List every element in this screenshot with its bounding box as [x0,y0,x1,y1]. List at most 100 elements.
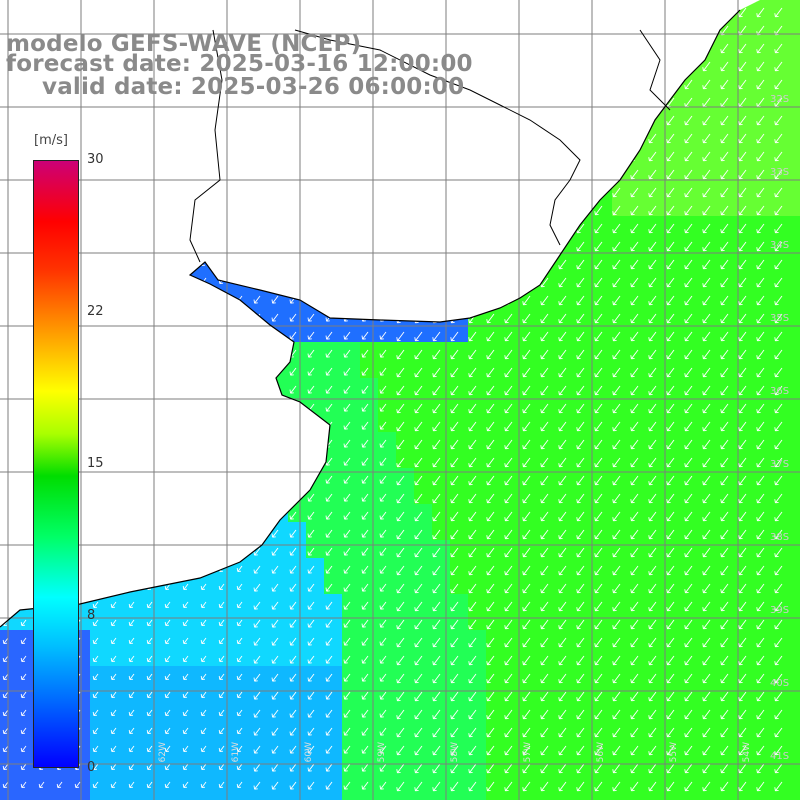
wind-cell [108,612,127,631]
wind-cell [630,612,649,631]
wind-cell [792,594,800,613]
wind-cell [432,666,451,685]
wind-cell [648,288,667,307]
wind-cell [630,540,649,559]
wind-arrow [594,259,603,270]
wind-cell [630,252,649,271]
wind-cell [720,738,739,757]
wind-cell [468,522,487,541]
wind-cell [0,738,19,757]
wind-cell [738,414,757,433]
wind-cell [756,702,775,721]
wind-cell [288,702,307,721]
wind-cell [774,144,793,163]
wind-cell [666,504,685,523]
wind-arrow [630,331,639,342]
wind-cell [774,576,793,595]
wind-cell [684,594,703,613]
wind-cell [594,738,613,757]
wind-arrow [612,277,621,288]
wind-cell [774,504,793,523]
wind-cell [540,306,559,325]
wind-cell [792,180,800,199]
wind-cell [720,270,739,289]
wind-arrow [576,313,585,324]
wind-cell [648,756,667,775]
wind-cell [756,306,775,325]
wind-cell [90,630,109,649]
wind-cell [378,558,397,577]
wind-cell [450,576,469,595]
lat-label: 33S [770,167,790,178]
wind-cell [396,630,415,649]
wind-arrow [594,331,603,342]
wind-cell [576,648,595,667]
wind-cell [648,594,667,613]
wind-arrow [684,313,693,324]
wind-arrow [756,511,765,522]
wind-arrow [630,421,639,432]
wind-arrow [289,547,297,556]
wind-cell [540,522,559,541]
wind-arrow [738,475,747,486]
wind-cell [486,396,505,415]
wind-arrow [612,331,621,342]
wind-arrow [486,421,495,432]
wind-cell [378,738,397,757]
wind-arrow [666,241,675,252]
wind-cell [756,54,775,73]
wind-arrow [648,169,657,180]
wind-cell [432,414,451,433]
wind-cell [504,720,523,739]
wind-cell [360,702,379,721]
wind-arrow [361,385,369,394]
wind-cell [630,666,649,685]
wind-cell [648,486,667,505]
wind-cell [216,594,235,613]
wind-cell [198,630,217,649]
wind-cell [108,648,127,667]
wind-cell [414,630,433,649]
wind-cell [342,576,361,595]
wind-cell [378,540,397,559]
wind-cell [342,540,361,559]
wind-cell [180,738,199,757]
wind-cell [378,414,397,433]
wind-cell [756,432,775,451]
wind-cell [234,576,253,595]
wind-arrow [432,457,441,468]
wind-cell [270,630,289,649]
wind-cell [324,774,343,793]
wind-arrow [361,367,369,376]
wind-arrow [774,493,783,504]
wind-arrow [576,457,585,468]
wind-cell [378,378,397,397]
wind-cell [270,612,289,631]
wind-cell [18,774,37,793]
wind-cell [684,90,703,109]
wind-cell [702,738,721,757]
wind-cell [342,450,361,469]
wind-cell [666,306,685,325]
wind-cell [486,792,505,800]
wind-arrow [648,367,657,378]
wind-arrow [666,367,675,378]
wind-arrow [612,547,621,558]
wind-arrow [738,313,747,324]
wind-cell [684,756,703,775]
wind-cell [414,468,433,487]
wind-cell [558,702,577,721]
wind-cell [504,540,523,559]
wind-arrow [756,223,765,234]
wind-cell [630,720,649,739]
wind-cell [648,702,667,721]
lon-label: 58W [450,742,460,763]
wind-arrow [307,331,315,340]
wind-cell [396,540,415,559]
wind-cell [342,468,361,487]
wind-cell [666,468,685,487]
wind-cell [450,342,469,361]
wind-cell [0,792,19,800]
wind-cell [720,486,739,505]
wind-arrow [738,151,747,162]
